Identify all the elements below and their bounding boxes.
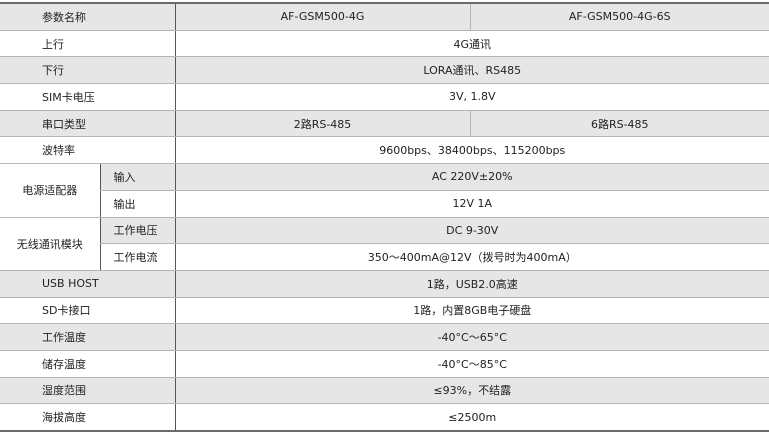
sub-label: 输出 xyxy=(99,189,176,218)
group-label: 无线通讯模块 xyxy=(0,216,100,271)
row-value: DC 9-30V xyxy=(175,216,769,245)
row-label: 储存温度 xyxy=(0,349,176,378)
header-model-b: AF-GSM500-4G-6S xyxy=(470,2,769,31)
row-value: ≤2500m xyxy=(175,403,769,432)
row-value: LORA通讯、RS485 xyxy=(175,56,769,85)
table-row: 波特率 9600bps、38400bps、115200bps xyxy=(0,136,769,165)
table-row: SD卡接口 1路，内置8GB电子硬盘 xyxy=(0,296,769,325)
row-value: 350～400mA@12V（拨号时为400mA） xyxy=(175,243,769,271)
table-row: 输出 12V 1A xyxy=(0,189,769,218)
table-header-row: 参数名称 AF-GSM500-4G AF-GSM500-4G-6S xyxy=(0,2,769,31)
table-row: 电源适配器 输入 AC 220V±20% xyxy=(0,163,769,218)
row-value-a: 2路RS-485 xyxy=(175,109,471,138)
row-value: -40°C～85°C xyxy=(175,349,769,378)
row-label: 工作温度 xyxy=(0,323,176,351)
table-row: USB HOST 1路，USB2.0高速 xyxy=(0,269,769,298)
table-row: 工作温度 -40°C～65°C xyxy=(0,323,769,351)
table-row: SIM卡电压 3V, 1.8V xyxy=(0,83,769,111)
table-row: 无线通讯模块 工作电压 DC 9-30V xyxy=(0,216,769,271)
table-row: 储存温度 -40°C～85°C xyxy=(0,349,769,378)
row-value: -40°C～65°C xyxy=(175,323,769,351)
table-row: 湿度范围 ≤93%，不结露 xyxy=(0,376,769,405)
row-label: USB HOST xyxy=(0,269,176,298)
header-label: 参数名称 xyxy=(0,2,176,31)
row-value: ≤93%，不结露 xyxy=(175,376,769,405)
row-label: 下行 xyxy=(0,56,176,85)
row-label: SD卡接口 xyxy=(0,296,176,325)
row-label: 湿度范围 xyxy=(0,376,176,405)
row-value: AC 220V±20% xyxy=(175,163,769,191)
row-label: 串口类型 xyxy=(0,109,176,138)
table-row: 工作电流 350～400mA@12V（拨号时为400mA） xyxy=(0,243,769,271)
table-row: 海拔高度 ≤2500m xyxy=(0,403,769,432)
row-label: 海拔高度 xyxy=(0,403,176,432)
sub-label: 输入 xyxy=(99,163,176,191)
row-value: 1路，内置8GB电子硬盘 xyxy=(175,296,769,325)
row-value: 1路，USB2.0高速 xyxy=(175,269,769,298)
row-value: 12V 1A xyxy=(175,189,769,218)
sub-label: 工作电压 xyxy=(99,216,176,245)
row-label: SIM卡电压 xyxy=(0,83,176,111)
sub-label: 工作电流 xyxy=(99,243,176,271)
table-row: 串口类型 2路RS-485 6路RS-485 xyxy=(0,109,769,138)
row-value-b: 6路RS-485 xyxy=(470,109,769,138)
header-model-a: AF-GSM500-4G xyxy=(175,2,471,31)
row-value: 4G通讯 xyxy=(175,29,769,58)
row-value: 3V, 1.8V xyxy=(175,83,769,111)
table-row: 上行 4G通讯 xyxy=(0,29,769,58)
table-row: 下行 LORA通讯、RS485 xyxy=(0,56,769,85)
row-value: 9600bps、38400bps、115200bps xyxy=(175,136,769,165)
group-label: 电源适配器 xyxy=(0,163,100,218)
row-label: 波特率 xyxy=(0,136,176,165)
row-label: 上行 xyxy=(0,29,176,58)
